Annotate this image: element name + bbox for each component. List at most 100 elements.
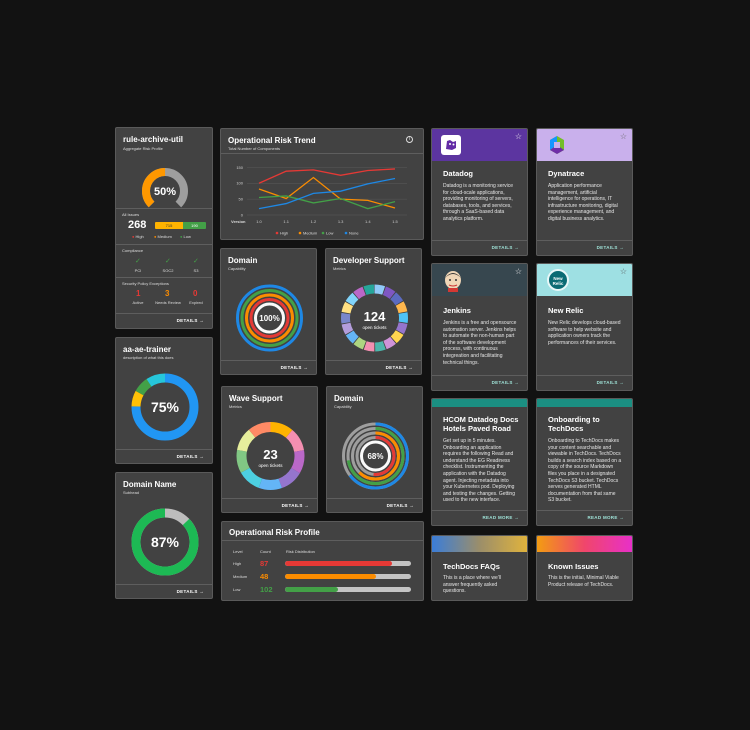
check-icon: ✓: [135, 258, 141, 265]
card-title: Domain Name: [123, 480, 177, 489]
doc-card-onboarding: Onboarding to TechDocs Onboarding to Tec…: [536, 398, 633, 526]
wave-tickets-value: 23: [263, 447, 277, 462]
read-more-link[interactable]: READ MORE →: [587, 515, 624, 520]
legend-label: Medium: [303, 231, 318, 236]
card-subtitle: Metrics: [333, 266, 346, 271]
check-icon: ✓: [165, 258, 171, 265]
tool-description: Datadog is a monitoring service for clou…: [443, 183, 514, 222]
tool-card-new-relic: New Relic ☆ New Relic New Relic develops…: [536, 263, 633, 391]
card-subtitle: Metrics: [229, 404, 242, 409]
risk-trend-chart: 0 50 100 150 1.0 1.1 1.2 1.3 1.4 1.5 Version High Me…: [231, 165, 407, 236]
info-icon[interactable]: i: [406, 136, 413, 143]
card-banner: [537, 536, 632, 552]
details-link[interactable]: DETAILS →: [596, 380, 624, 385]
details-link[interactable]: DETAILS →: [385, 365, 413, 370]
risk-bar-track: [285, 587, 411, 592]
details-link[interactable]: DETAILS →: [281, 503, 309, 508]
details-link[interactable]: DETAILS →: [596, 245, 624, 250]
exception-label: Active: [132, 300, 144, 305]
tool-card-dynatrace: ☆ Dynatrace Application performance mana…: [536, 128, 633, 256]
new-relic-logo-icon: New Relic: [547, 269, 569, 291]
col-header-level: Level: [233, 549, 243, 554]
tool-description: Application performance management, arti…: [548, 183, 618, 222]
read-more-link[interactable]: READ MORE →: [482, 515, 519, 520]
star-icon[interactable]: ☆: [619, 132, 627, 141]
star-icon[interactable]: ☆: [619, 267, 627, 276]
risk-bar-fill: [285, 561, 393, 566]
exception-review-value: 3: [165, 289, 170, 298]
tool-description: New Relic develops cloud-based software …: [548, 320, 621, 346]
rule-archive-card: rule-archive-util Aggregate Risk Profile…: [115, 127, 213, 329]
doc-title: TechDocs FAQs: [443, 562, 500, 571]
card-subtitle: description of what this does: [123, 355, 174, 360]
risk-level-label: Medium: [233, 574, 248, 579]
exception-label: Expired: [189, 300, 203, 305]
doc-title: Onboarding to TechDocs: [548, 415, 600, 433]
doc-title: Known Issues: [548, 562, 599, 571]
details-link[interactable]: DETAILS →: [280, 365, 308, 370]
risk-bar-track: [285, 574, 411, 579]
check-icon: ✓: [193, 258, 199, 265]
tool-card-datadog: ☆ Datadog Datadog is a monitoring servic…: [431, 128, 528, 256]
aa-trainer-card: aa-ae-trainer description of what this d…: [115, 337, 213, 464]
risk-bar-track: [285, 561, 411, 566]
card-subtitle: Aggregate Risk Profile: [123, 146, 163, 151]
developer-support-card: Developer Support Metrics 124 open ticke…: [325, 248, 422, 375]
dynatrace-logo-icon: [546, 134, 568, 156]
doc-description: Get set up in 5 minutes. Onboarding an a…: [443, 438, 515, 504]
gauge-value: 50%: [154, 186, 176, 198]
y-tick-label: 50: [239, 197, 244, 202]
x-tick-label: 1.5: [392, 219, 398, 224]
legend-marker: [321, 231, 325, 235]
donut-segment: [236, 422, 305, 490]
card-title: rule-archive-util: [123, 135, 184, 144]
series-line-high: [258, 168, 396, 184]
issues-total: 268: [128, 219, 147, 231]
star-icon[interactable]: ☆: [514, 267, 522, 276]
card-title: aa-ae-trainer: [123, 345, 172, 354]
donut-segment: [341, 284, 408, 352]
doc-card-techdocs-faqs: TechDocs FAQs This is a place where we'l…: [431, 535, 528, 601]
details-link[interactable]: DETAILS →: [386, 503, 414, 508]
risk-count: 48: [260, 572, 269, 581]
risk-profile-card: Operational Risk Profile Level Count Ris…: [221, 521, 424, 601]
risk-count: 102: [260, 585, 273, 594]
risk-bar-fill: [285, 574, 376, 579]
risk-gauge: 50%: [142, 168, 188, 214]
x-tick-label: 1.3: [338, 219, 344, 224]
issues-bar-medium: 715: [155, 222, 184, 229]
tool-name: New Relic: [548, 306, 584, 315]
tool-name: Datadog: [443, 169, 473, 178]
legend-label: High: [280, 231, 288, 236]
details-link[interactable]: DETAILS →: [176, 318, 204, 323]
card-title: Domain: [228, 256, 258, 265]
developer-support-donut: 124 open tickets: [341, 284, 408, 352]
donut-segment: [341, 284, 408, 352]
details-link[interactable]: DETAILS →: [176, 454, 204, 459]
card-title: Operational Risk Trend: [228, 136, 316, 145]
x-tick-label: 1.0: [256, 219, 262, 224]
col-header-count: Count: [260, 549, 271, 554]
star-icon[interactable]: ☆: [514, 132, 522, 141]
card-title: Operational Risk Profile: [229, 528, 320, 537]
details-link[interactable]: DETAILS →: [491, 380, 519, 385]
details-link[interactable]: DETAILS →: [491, 245, 519, 250]
tool-card-jenkins: ☆ Jenkins Jenkins is a free and opensour…: [431, 263, 528, 391]
doc-title: HCOM Datadog Docs Hotels Paved Road: [443, 415, 519, 433]
compliance-label: Compliance: [122, 248, 144, 253]
doc-card-known-issues: Known Issues This is the initial, Minima…: [536, 535, 633, 601]
legend-marker: [275, 231, 279, 235]
doc-description: This is the initial, Minimal Viable Prod…: [548, 575, 619, 588]
compliance-item: SOC2: [162, 268, 174, 273]
capability-rings-2: 68%: [342, 422, 409, 490]
details-link[interactable]: DETAILS →: [176, 589, 204, 594]
card-banner: [537, 399, 632, 407]
exception-label: Needs Review: [155, 300, 181, 305]
dev-tickets-value: 124: [364, 309, 386, 324]
risk-trend-card: Operational Risk Trend Total Number of C…: [220, 128, 424, 240]
donut-segment: [236, 422, 305, 490]
domain-name-card: Domain Name Subhead 87% DETAILS →: [115, 472, 213, 599]
issues-bar-low: 190: [183, 222, 206, 229]
compliance-item: S3: [193, 268, 199, 273]
col-header-dist: Risk Distribution: [286, 549, 315, 554]
